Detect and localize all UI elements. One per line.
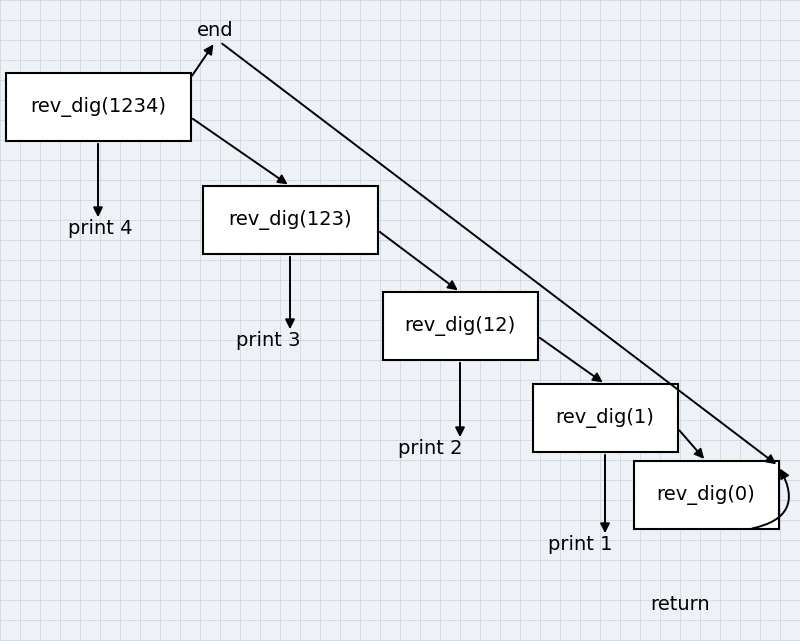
Text: print 1: print 1	[548, 535, 612, 553]
FancyBboxPatch shape	[382, 292, 538, 360]
Text: rev_dig(12): rev_dig(12)	[404, 316, 516, 336]
FancyArrowPatch shape	[752, 470, 789, 528]
Text: end: end	[197, 21, 234, 40]
Text: rev_dig(123): rev_dig(123)	[228, 210, 352, 230]
FancyBboxPatch shape	[634, 461, 778, 529]
FancyBboxPatch shape	[6, 73, 190, 141]
FancyBboxPatch shape	[533, 384, 678, 452]
Text: print 4: print 4	[68, 219, 132, 238]
Text: rev_dig(1234): rev_dig(1234)	[30, 97, 166, 117]
Text: print 3: print 3	[236, 331, 300, 349]
Text: rev_dig(0): rev_dig(0)	[657, 485, 755, 505]
FancyBboxPatch shape	[202, 186, 378, 254]
Text: return: return	[650, 595, 710, 615]
Text: print 2: print 2	[398, 438, 462, 458]
Text: rev_dig(1): rev_dig(1)	[555, 408, 654, 428]
